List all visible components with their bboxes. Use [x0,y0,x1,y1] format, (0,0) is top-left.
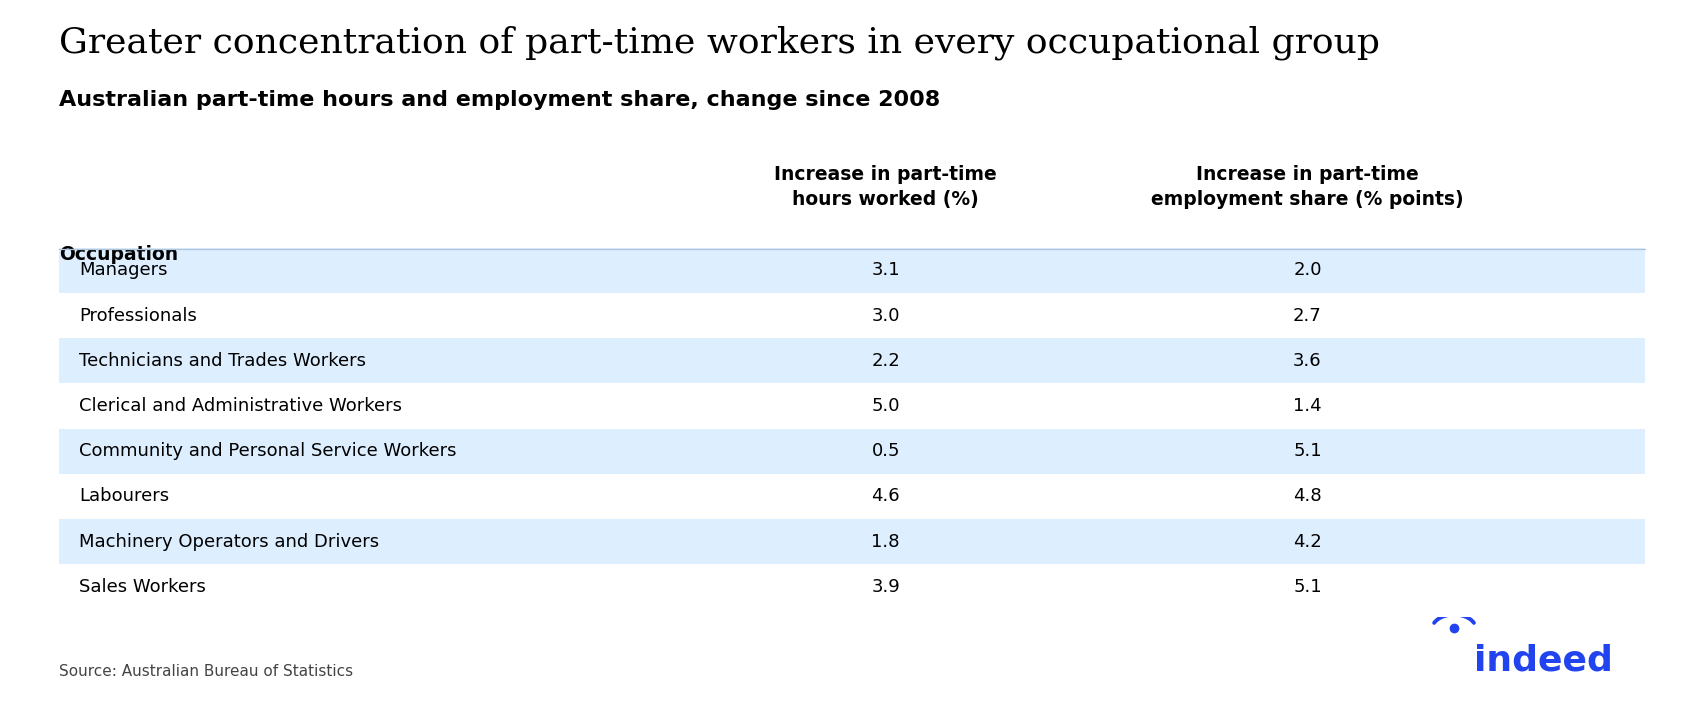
Text: 5.1: 5.1 [1294,442,1321,460]
Text: 0.5: 0.5 [872,442,899,460]
Text: Greater concentration of part-time workers in every occupational group: Greater concentration of part-time worke… [59,25,1380,60]
Text: 4.2: 4.2 [1292,533,1323,551]
Text: Source: Australian Bureau of Statistics: Source: Australian Bureau of Statistics [59,663,353,679]
Text: Machinery Operators and Drivers: Machinery Operators and Drivers [79,533,380,551]
Text: 2.2: 2.2 [870,352,901,370]
Text: 3.1: 3.1 [872,261,899,279]
Text: Sales Workers: Sales Workers [79,578,206,596]
Text: 1.8: 1.8 [872,533,899,551]
Text: 5.0: 5.0 [872,397,899,415]
Text: 3.6: 3.6 [1294,352,1321,370]
Text: 1.4: 1.4 [1294,397,1321,415]
Text: Professionals: Professionals [79,307,197,325]
Text: Community and Personal Service Workers: Community and Personal Service Workers [79,442,457,460]
Text: Australian part-time hours and employment share, change since 2008: Australian part-time hours and employmen… [59,90,940,110]
Text: Managers: Managers [79,261,167,279]
Text: Increase in part-time
hours worked (%): Increase in part-time hours worked (%) [774,165,997,209]
Text: Clerical and Administrative Workers: Clerical and Administrative Workers [79,397,402,415]
Text: 5.1: 5.1 [1294,578,1321,596]
Text: 2.7: 2.7 [1292,307,1323,325]
Text: 3.0: 3.0 [872,307,899,325]
Text: 2.0: 2.0 [1294,261,1321,279]
Text: Labourers: Labourers [79,488,169,505]
Text: 3.9: 3.9 [870,578,901,596]
Text: Technicians and Trades Workers: Technicians and Trades Workers [79,352,366,370]
Text: 4.6: 4.6 [872,488,899,505]
Text: indeed: indeed [1474,643,1613,678]
Text: Increase in part-time
employment share (% points): Increase in part-time employment share (… [1151,165,1464,209]
Text: 4.8: 4.8 [1294,488,1321,505]
Text: Occupation: Occupation [59,245,179,264]
